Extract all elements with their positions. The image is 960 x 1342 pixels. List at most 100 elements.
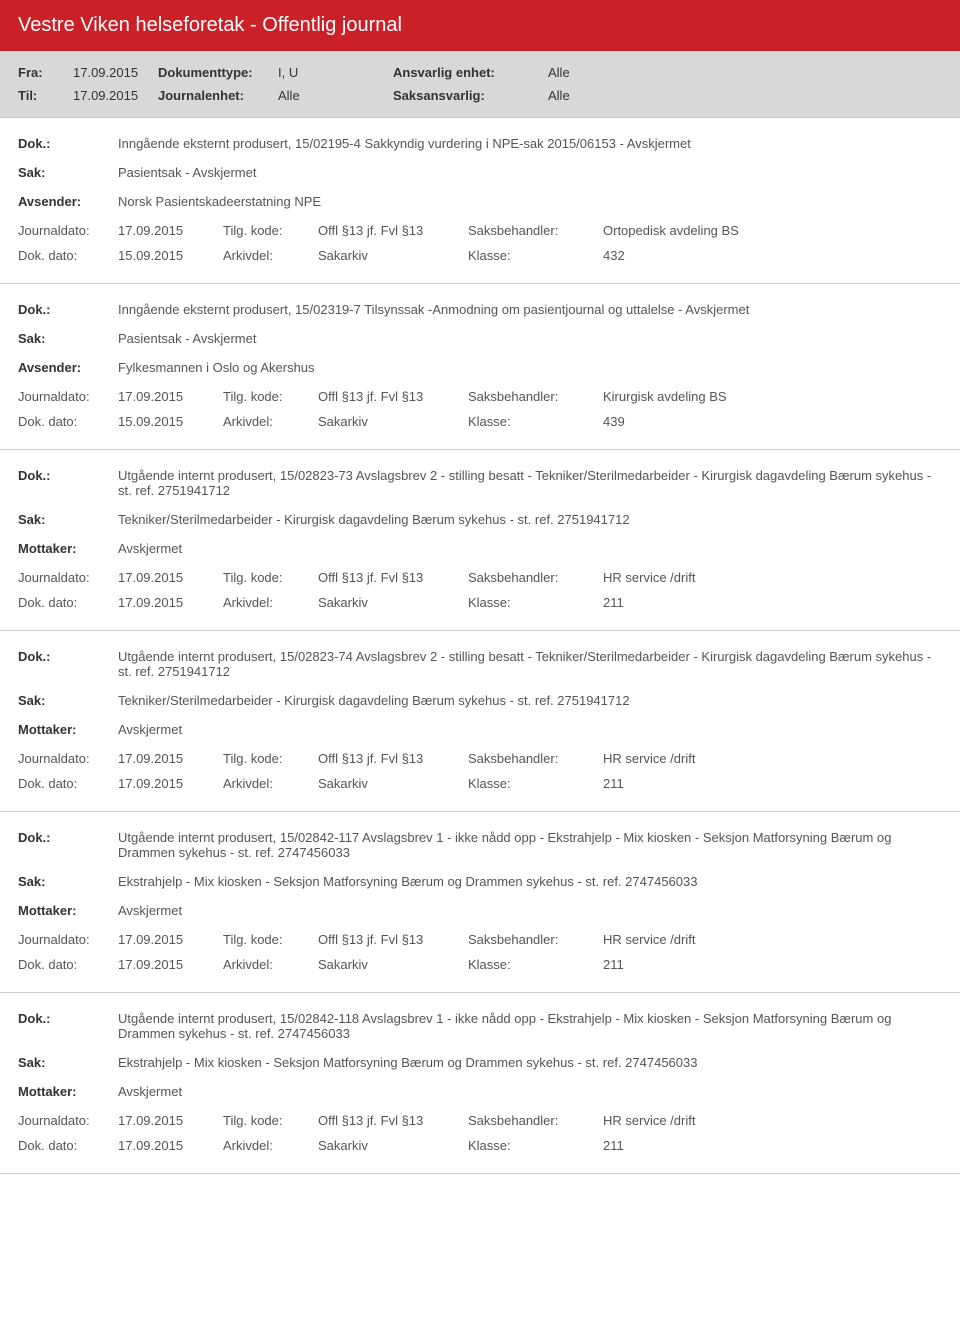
tilgkode-value: Offl §13 jf. Fvl §13 xyxy=(318,223,468,238)
fra-label: Fra: xyxy=(18,65,73,80)
journaldato-value: 17.09.2015 xyxy=(118,570,223,585)
saksbehandler-value: Ortopedisk avdeling BS xyxy=(603,223,739,238)
arkivdel-label: Arkivdel: xyxy=(223,1138,318,1153)
klasse-label: Klasse: xyxy=(468,595,603,610)
saksbehandler-label: Saksbehandler: xyxy=(468,223,603,238)
klasse-value: 211 xyxy=(603,957,624,972)
saksansvarlig-value: Alle xyxy=(548,88,663,103)
page-title: Vestre Viken helseforetak - Offentlig jo… xyxy=(0,0,960,51)
klasse-label: Klasse: xyxy=(468,248,603,263)
arkivdel-value: Sakarkiv xyxy=(318,248,468,263)
journaldato-label: Journaldato: xyxy=(18,389,118,404)
arkivdel-label: Arkivdel: xyxy=(223,957,318,972)
dok-label: Dok.: xyxy=(18,649,118,679)
arkivdel-value: Sakarkiv xyxy=(318,595,468,610)
tilgkode-label: Tilg. kode: xyxy=(223,389,318,404)
sak-label: Sak: xyxy=(18,874,118,889)
arkivdel-label: Arkivdel: xyxy=(223,414,318,429)
dok-label: Dok.: xyxy=(18,1011,118,1041)
dok-value: Utgående internt produsert, 15/02842-118… xyxy=(118,1011,942,1041)
saksbehandler-value: HR service /drift xyxy=(603,932,695,947)
tilgkode-value: Offl §13 jf. Fvl §13 xyxy=(318,1113,468,1128)
til-value: 17.09.2015 xyxy=(73,88,158,103)
sak-value: Pasientsak - Avskjermet xyxy=(118,331,942,346)
journaldato-value: 17.09.2015 xyxy=(118,932,223,947)
tilgkode-value: Offl §13 jf. Fvl §13 xyxy=(318,389,468,404)
party-value: Avskjermet xyxy=(118,1084,942,1099)
dokdato-value: 17.09.2015 xyxy=(118,957,223,972)
klasse-value: 439 xyxy=(603,414,625,429)
sak-value: Pasientsak - Avskjermet xyxy=(118,165,942,180)
dok-label: Dok.: xyxy=(18,302,118,317)
sak-label: Sak: xyxy=(18,693,118,708)
ansvarlig-value: Alle xyxy=(548,65,663,80)
party-value: Avskjermet xyxy=(118,903,942,918)
saksansvarlig-label: Saksansvarlig: xyxy=(393,88,548,103)
journaldato-value: 17.09.2015 xyxy=(118,223,223,238)
dokdato-label: Dok. dato: xyxy=(18,595,118,610)
dokdato-value: 17.09.2015 xyxy=(118,595,223,610)
party-value: Avskjermet xyxy=(118,541,942,556)
journaldato-label: Journaldato: xyxy=(18,223,118,238)
arkivdel-label: Arkivdel: xyxy=(223,248,318,263)
party-label: Avsender: xyxy=(18,360,118,375)
sak-value: Ekstrahjelp - Mix kiosken - Seksjon Matf… xyxy=(118,874,942,889)
sak-label: Sak: xyxy=(18,165,118,180)
dokdato-label: Dok. dato: xyxy=(18,414,118,429)
sak-label: Sak: xyxy=(18,512,118,527)
arkivdel-value: Sakarkiv xyxy=(318,957,468,972)
dokdato-value: 17.09.2015 xyxy=(118,1138,223,1153)
dokdato-value: 17.09.2015 xyxy=(118,776,223,791)
doktype-label: Dokumenttype: xyxy=(158,65,278,80)
journal-record: Dok.: Utgående internt produsert, 15/028… xyxy=(0,812,960,993)
dokdato-label: Dok. dato: xyxy=(18,1138,118,1153)
sak-label: Sak: xyxy=(18,331,118,346)
journal-record: Dok.: Utgående internt produsert, 15/028… xyxy=(0,450,960,631)
arkivdel-value: Sakarkiv xyxy=(318,414,468,429)
saksbehandler-label: Saksbehandler: xyxy=(468,389,603,404)
party-value: Norsk Pasientskadeerstatning NPE xyxy=(118,194,942,209)
klasse-label: Klasse: xyxy=(468,414,603,429)
saksbehandler-label: Saksbehandler: xyxy=(468,751,603,766)
arkivdel-value: Sakarkiv xyxy=(318,1138,468,1153)
doktype-value: I, U xyxy=(278,65,393,80)
journalenhet-label: Journalenhet: xyxy=(158,88,278,103)
dokdato-label: Dok. dato: xyxy=(18,957,118,972)
dok-label: Dok.: xyxy=(18,468,118,498)
party-label: Mottaker: xyxy=(18,1084,118,1099)
journal-record: Dok.: Utgående internt produsert, 15/028… xyxy=(0,993,960,1174)
ansvarlig-label: Ansvarlig enhet: xyxy=(393,65,548,80)
tilgkode-value: Offl §13 jf. Fvl §13 xyxy=(318,932,468,947)
arkivdel-label: Arkivdel: xyxy=(223,595,318,610)
arkivdel-value: Sakarkiv xyxy=(318,776,468,791)
saksbehandler-value: HR service /drift xyxy=(603,1113,695,1128)
journal-record: Dok.: Inngående eksternt produsert, 15/0… xyxy=(0,118,960,284)
journal-record: Dok.: Utgående internt produsert, 15/028… xyxy=(0,631,960,812)
fra-value: 17.09.2015 xyxy=(73,65,158,80)
journaldato-label: Journaldato: xyxy=(18,570,118,585)
dok-value: Utgående internt produsert, 15/02823-73 … xyxy=(118,468,942,498)
sak-label: Sak: xyxy=(18,1055,118,1070)
saksbehandler-value: HR service /drift xyxy=(603,751,695,766)
saksbehandler-value: HR service /drift xyxy=(603,570,695,585)
party-label: Avsender: xyxy=(18,194,118,209)
saksbehandler-label: Saksbehandler: xyxy=(468,1113,603,1128)
filter-header: Fra: 17.09.2015 Dokumenttype: I, U Ansva… xyxy=(0,51,960,117)
journaldato-value: 17.09.2015 xyxy=(118,751,223,766)
tilgkode-label: Tilg. kode: xyxy=(223,1113,318,1128)
saksbehandler-label: Saksbehandler: xyxy=(468,570,603,585)
journal-record: Dok.: Inngående eksternt produsert, 15/0… xyxy=(0,284,960,450)
party-value: Avskjermet xyxy=(118,722,942,737)
sak-value: Tekniker/Sterilmedarbeider - Kirurgisk d… xyxy=(118,693,942,708)
klasse-value: 211 xyxy=(603,1138,624,1153)
saksbehandler-value: Kirurgisk avdeling BS xyxy=(603,389,727,404)
journaldato-label: Journaldato: xyxy=(18,932,118,947)
klasse-label: Klasse: xyxy=(468,957,603,972)
tilgkode-label: Tilg. kode: xyxy=(223,570,318,585)
tilgkode-value: Offl §13 jf. Fvl §13 xyxy=(318,570,468,585)
saksbehandler-label: Saksbehandler: xyxy=(468,932,603,947)
dok-label: Dok.: xyxy=(18,830,118,860)
dokdato-value: 15.09.2015 xyxy=(118,414,223,429)
klasse-label: Klasse: xyxy=(468,1138,603,1153)
party-label: Mottaker: xyxy=(18,903,118,918)
